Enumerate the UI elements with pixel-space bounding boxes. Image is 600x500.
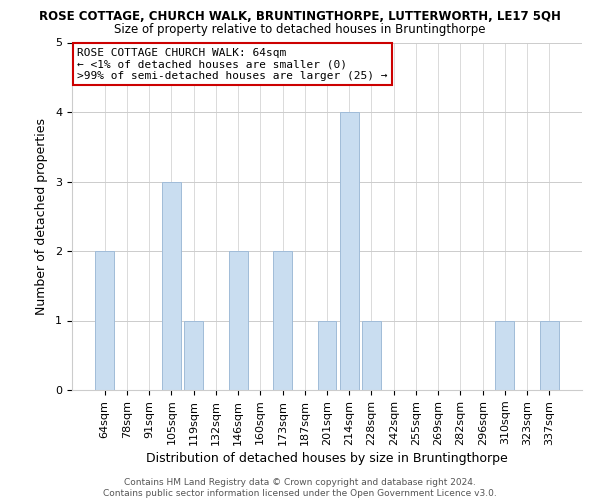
Bar bbox=[184, 320, 203, 390]
Bar bbox=[362, 320, 381, 390]
Bar bbox=[340, 112, 359, 390]
Text: ROSE COTTAGE, CHURCH WALK, BRUNTINGTHORPE, LUTTERWORTH, LE17 5QH: ROSE COTTAGE, CHURCH WALK, BRUNTINGTHORP… bbox=[39, 10, 561, 23]
Bar bbox=[496, 320, 514, 390]
Text: Size of property relative to detached houses in Bruntingthorpe: Size of property relative to detached ho… bbox=[114, 22, 486, 36]
Y-axis label: Number of detached properties: Number of detached properties bbox=[35, 118, 48, 315]
Bar bbox=[317, 320, 337, 390]
Bar bbox=[229, 251, 248, 390]
Bar bbox=[95, 251, 114, 390]
Text: Contains HM Land Registry data © Crown copyright and database right 2024.
Contai: Contains HM Land Registry data © Crown c… bbox=[103, 478, 497, 498]
Bar bbox=[273, 251, 292, 390]
Text: ROSE COTTAGE CHURCH WALK: 64sqm
← <1% of detached houses are smaller (0)
>99% of: ROSE COTTAGE CHURCH WALK: 64sqm ← <1% of… bbox=[77, 48, 388, 81]
Bar bbox=[162, 182, 181, 390]
X-axis label: Distribution of detached houses by size in Bruntingthorpe: Distribution of detached houses by size … bbox=[146, 452, 508, 465]
Bar bbox=[540, 320, 559, 390]
